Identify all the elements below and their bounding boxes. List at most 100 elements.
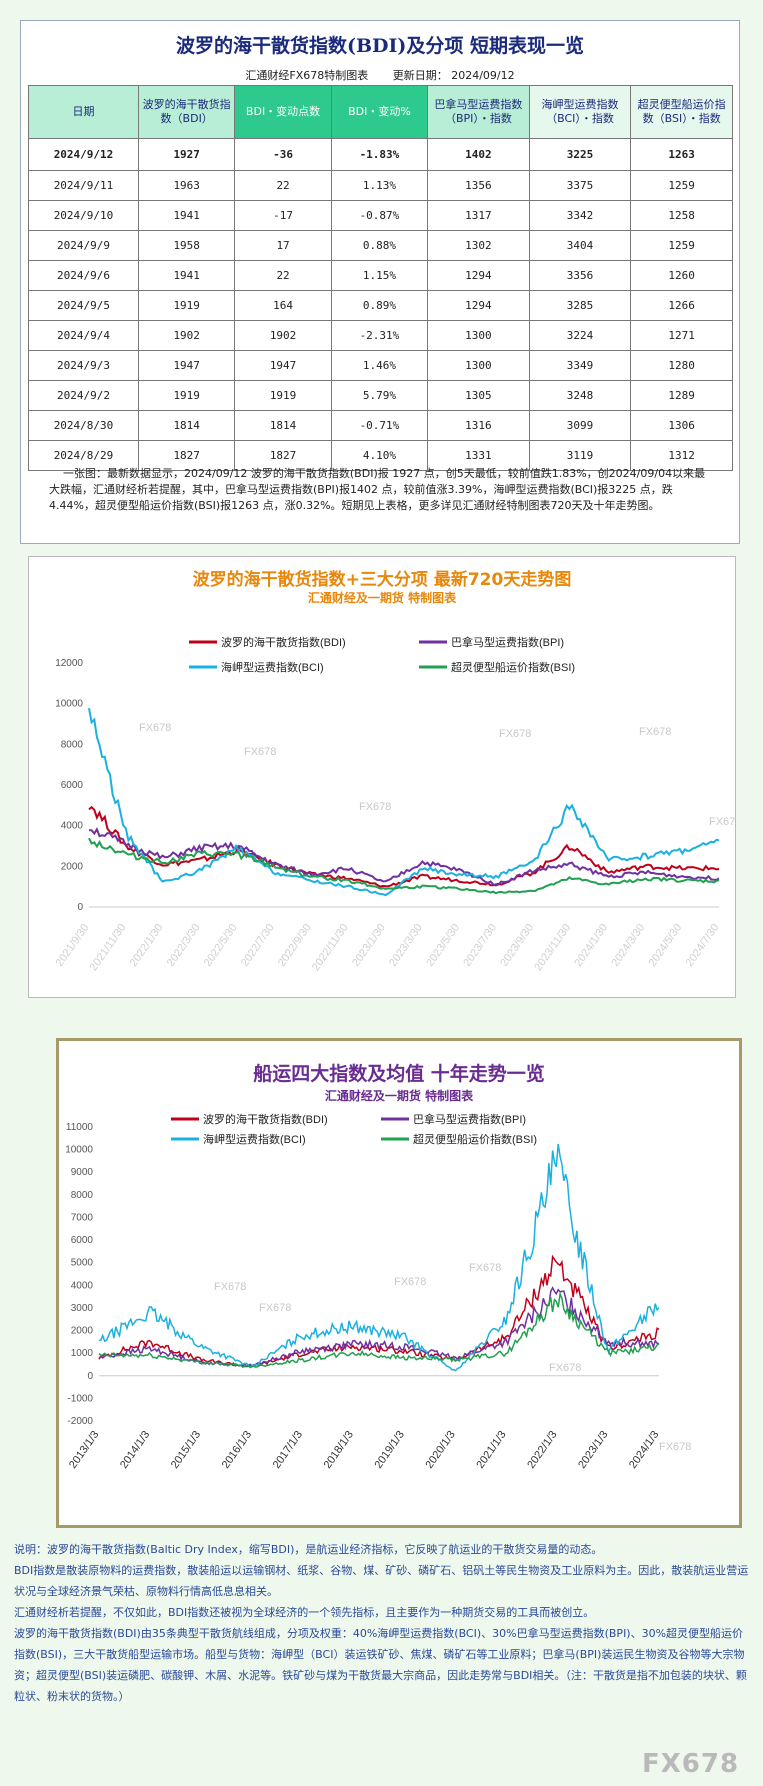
- table-cell: 3342: [528, 200, 632, 231]
- table-cell: 3349: [528, 350, 632, 381]
- chart-720-day-panel: 波罗的海干散货指数+三大分项 最新720天走势图 汇通财经及一期货 特制图表 0…: [28, 556, 736, 998]
- table-cell: 1294: [427, 260, 530, 291]
- watermark-text: FX678: [469, 1262, 501, 1274]
- table-cell: 1.13%: [330, 170, 429, 201]
- chart2-title: 船运四大指数及均值 十年走势一览: [253, 1063, 545, 1085]
- x-tick-label: 2024/1/3: [627, 1429, 661, 1471]
- watermark-text: FX678: [499, 728, 531, 740]
- x-tick-label: 2023/1/30: [350, 922, 388, 969]
- y-tick-label: 0: [77, 902, 83, 913]
- table-cell: -0.87%: [330, 200, 429, 231]
- table-cell: 2024/9/11: [28, 170, 139, 201]
- x-tick-label: 2024/5/30: [646, 922, 684, 969]
- header-bdi: 波罗的海干散货指数（BDI）: [137, 85, 236, 139]
- y-tick-label: 1000: [71, 1348, 94, 1359]
- header-bdi-change-pct: BDI・变动%: [330, 85, 429, 139]
- y-tick-label: 2000: [61, 861, 84, 872]
- watermark-text: FX678: [259, 1302, 291, 1314]
- x-tick-label: 2017/1/3: [271, 1429, 305, 1471]
- x-tick-label: 2022/7/30: [239, 922, 277, 969]
- header-date: 日期: [28, 85, 139, 139]
- table-row: 2024/9/12 1927 -36 -1.83% 1402 3225 1263: [28, 138, 733, 171]
- table-cell: 1963: [137, 170, 236, 201]
- table-row: 2024/9/4 1902 1902 -2.31% 1300 3224 1271: [28, 320, 733, 351]
- y-tick-label: 7000: [71, 1212, 94, 1223]
- explanation-text: 说明：波罗的海干散货指数(Baltic Dry Index，缩写BDI)，是航运…: [14, 1539, 754, 1707]
- watermark-text: FX678: [394, 1276, 426, 1288]
- x-tick-label: 2024/1/30: [572, 922, 610, 969]
- table-title: 波罗的海干散货指数(BDI)及分项 短期表现一览: [175, 35, 585, 57]
- table-row: 2024/9/6 1941 22 1.15% 1294 3356 1260: [28, 260, 733, 291]
- table-cell: -2.31%: [330, 320, 429, 351]
- table-row: 2024/9/9 1958 17 0.88% 1302 3404 1259: [28, 230, 733, 261]
- x-tick-label: 2022/9/30: [276, 922, 314, 969]
- chart1-title: 波罗的海干散货指数+三大分项 最新720天走势图: [192, 570, 572, 590]
- table-cell: -36: [234, 138, 332, 171]
- table-cell: 1258: [630, 200, 733, 231]
- table-cell: 1814: [234, 410, 332, 441]
- series-line: [98, 1254, 660, 1368]
- table-row: 2024/9/3 1947 1947 1.46% 1300 3349 1280: [28, 350, 733, 381]
- x-tick-label: 2020/1/3: [423, 1429, 457, 1471]
- header-bsi: 超灵便型船运价指数（BSI）・指数: [630, 85, 733, 139]
- table-cell: 3225: [528, 138, 632, 171]
- series-line: [88, 708, 720, 897]
- watermark-text: FX678: [139, 722, 171, 734]
- legend-label: 海岬型运费指数(BCI): [221, 660, 324, 674]
- corner-watermark: FX678: [642, 1749, 740, 1779]
- y-tick-label: -1000: [67, 1393, 93, 1404]
- x-tick-label: 2024/3/30: [609, 922, 647, 969]
- table-cell: 3248: [528, 380, 632, 411]
- table-cell: 1814: [137, 410, 236, 441]
- explain-paragraph: 汇通财经析若提醒，不仅如此，BDI指数还被视为全球经济的一个领先指标，且主要作为…: [14, 1606, 595, 1619]
- table-row: 2024/9/2 1919 1919 5.79% 1305 3248 1289: [28, 380, 733, 411]
- table-cell: 0.89%: [330, 290, 429, 321]
- y-tick-label: 4000: [71, 1280, 94, 1291]
- legend-label: 巴拿马型运费指数(BPI): [413, 1112, 526, 1126]
- table-cell: 1305: [427, 380, 530, 411]
- header-bdi-change-points: BDI・变动点数: [234, 85, 332, 139]
- x-tick-label: 2021/1/3: [474, 1429, 508, 1471]
- watermark-text: FX678: [709, 816, 735, 828]
- table-cell: 1280: [630, 350, 733, 381]
- y-tick-label: 6000: [61, 780, 84, 791]
- table-row: 2024/8/29 1827 1827 4.10% 1331 3119 1312: [28, 440, 733, 471]
- table-note: 一张图：最新数据显示，2024/09/12 波罗的海干散货指数(BDI)报 19…: [49, 467, 706, 512]
- table-cell: 1927: [137, 138, 236, 171]
- table-cell: 3404: [528, 230, 632, 261]
- y-tick-label: 8000: [61, 739, 84, 750]
- x-tick-label: 2018/1/3: [322, 1429, 356, 1471]
- x-tick-label: 2023/5/30: [424, 922, 462, 969]
- table-cell: 1827: [137, 440, 236, 471]
- table-row: 2024/8/30 1814 1814 -0.71% 1316 3099 1306: [28, 410, 733, 441]
- x-tick-label: 2022/11/30: [310, 922, 351, 973]
- table-cell: 1958: [137, 230, 236, 261]
- table-cell: 1259: [630, 230, 733, 261]
- table-cell: 1263: [630, 138, 733, 171]
- table-cell: 3375: [528, 170, 632, 201]
- watermark-text: FX678: [549, 1362, 581, 1374]
- table-cell: 1302: [427, 230, 530, 261]
- header-bpi: 巴拿马型运费指数（BPI）・指数: [427, 85, 530, 139]
- table-cell: 1289: [630, 380, 733, 411]
- watermark-text: FX678: [244, 746, 276, 758]
- table-cell: 2024/9/10: [28, 200, 139, 231]
- table-cell: 1919: [137, 380, 236, 411]
- table-cell: 1902: [234, 320, 332, 351]
- explain-paragraph: 说明：波罗的海干散货指数(Baltic Dry Index，缩写BDI)，是航运…: [14, 1543, 603, 1556]
- legend-label: 巴拿马型运费指数(BPI): [451, 635, 564, 649]
- y-tick-label: 5000: [71, 1258, 94, 1269]
- x-tick-label: 2022/1/30: [128, 922, 166, 969]
- table-cell: 1941: [137, 260, 236, 291]
- explain-paragraph: 波罗的海干散货指数(BDI)由35条典型干散货航线组成，分项及权重：40%海岬型…: [14, 1627, 747, 1703]
- table-cell: 1294: [427, 290, 530, 321]
- subtitle-date: 更新日期： 2024/09/12: [392, 69, 515, 82]
- table-cell: 1306: [630, 410, 733, 441]
- series-line: [88, 827, 720, 887]
- x-tick-label: 2015/1/3: [169, 1429, 203, 1471]
- table-cell: 164: [234, 290, 332, 321]
- y-tick-label: 10000: [65, 1145, 93, 1156]
- chart2-svg: -2000 -1000 0 1000 2000 3000 4000 5000 6000 7000 8…: [65, 1112, 691, 1471]
- series-line: [98, 1286, 660, 1368]
- x-tick-label: 2021/9/30: [54, 922, 92, 969]
